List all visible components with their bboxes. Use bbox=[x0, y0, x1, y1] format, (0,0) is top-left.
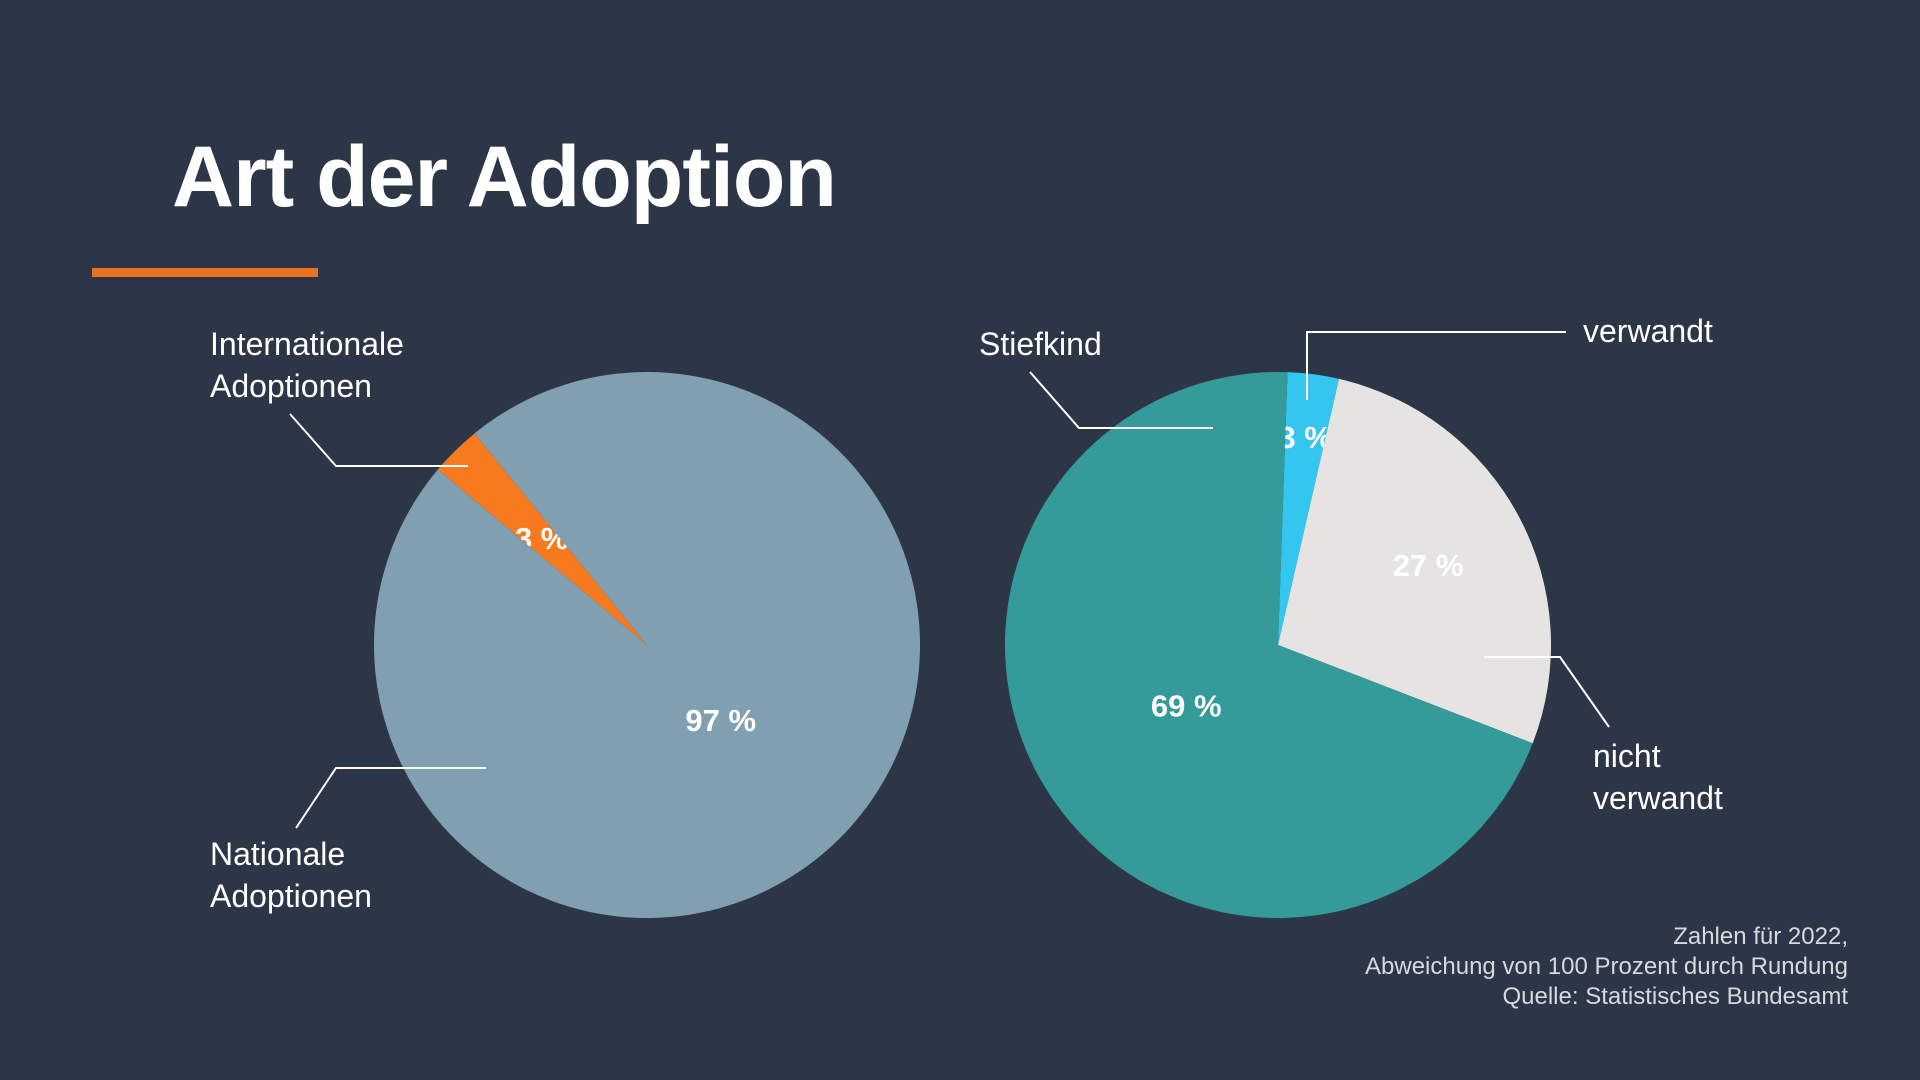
leader-line-international bbox=[289, 413, 468, 467]
title-accent-bar bbox=[92, 268, 318, 277]
footnote-source: Quelle: Statistisches Bundesamt bbox=[1502, 983, 1848, 1010]
pie1-slice-0 bbox=[437, 433, 647, 645]
pie2-value-label-1: 27 % bbox=[1393, 548, 1464, 583]
label-stiefkind: Stiefkind bbox=[979, 326, 1102, 362]
footnote-year: Zahlen für 2022, bbox=[1673, 923, 1848, 950]
label-international: Internationale Adoptionen bbox=[210, 326, 413, 404]
pie1-slice-1 bbox=[373, 372, 921, 918]
pie2-slice-0 bbox=[1278, 372, 1339, 645]
pie2-slice-1 bbox=[1278, 378, 1551, 744]
label-national: Nationale Adoptionen bbox=[210, 836, 372, 914]
pie1-value-label-1: 97 % bbox=[685, 703, 756, 738]
footnote-rounding: Abweichung von 100 Prozent durch Rundung bbox=[1365, 953, 1848, 980]
leader-line-stiefkind bbox=[1029, 371, 1213, 429]
leader-line-nicht-verwandt bbox=[1484, 656, 1610, 728]
page-title: Art der Adoption bbox=[172, 129, 837, 225]
pie-chart-adoption-type: 3 %97 % bbox=[373, 372, 921, 918]
pie2-value-label-2: 69 % bbox=[1151, 689, 1222, 724]
leader-line-national bbox=[295, 767, 486, 829]
pie-chart-relationship: 3 %27 %69 % bbox=[1004, 372, 1551, 918]
leader-line-verwandt bbox=[1306, 331, 1566, 400]
label-nicht-verwandt: nicht verwandt bbox=[1593, 738, 1723, 816]
footnote: Zahlen für 2022, Abweichung von 100 Proz… bbox=[1365, 922, 1848, 1012]
pie2-slice-2 bbox=[1004, 372, 1533, 918]
label-verwandt: verwandt bbox=[1583, 313, 1713, 349]
